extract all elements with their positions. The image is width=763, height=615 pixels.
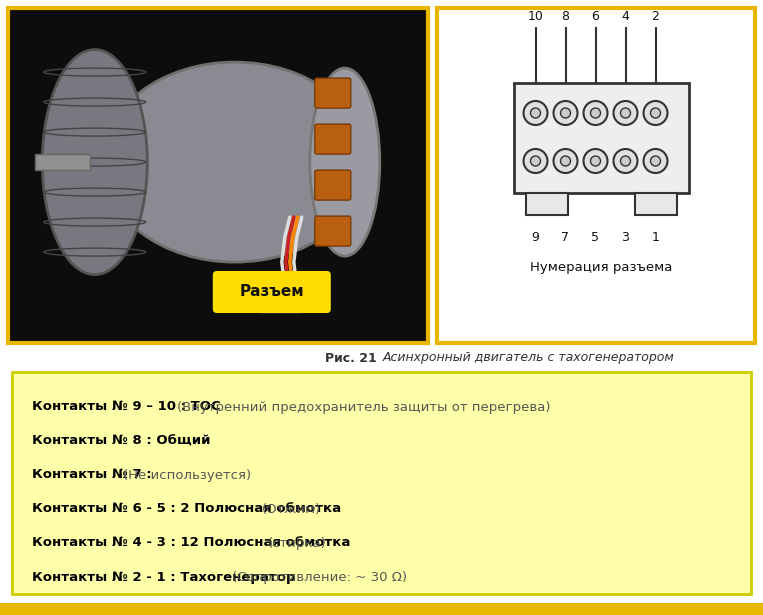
Text: 1: 1 <box>652 231 659 244</box>
Text: Контакты № 7 :: Контакты № 7 : <box>32 469 156 482</box>
Text: Разъем: Разъем <box>240 285 304 300</box>
Circle shape <box>613 149 638 173</box>
FancyBboxPatch shape <box>513 83 688 193</box>
Circle shape <box>523 101 548 125</box>
Circle shape <box>643 149 668 173</box>
Text: Асинхронный двигатель с тахогенератором: Асинхронный двигатель с тахогенератором <box>383 352 674 365</box>
Circle shape <box>553 101 578 125</box>
FancyBboxPatch shape <box>0 603 763 615</box>
FancyBboxPatch shape <box>315 216 351 246</box>
Circle shape <box>643 101 668 125</box>
FancyBboxPatch shape <box>437 8 755 343</box>
Text: Контакты № 6 - 5 : 2 Полюсная обмотка: Контакты № 6 - 5 : 2 Полюсная обмотка <box>32 502 346 515</box>
Circle shape <box>651 108 661 118</box>
Circle shape <box>584 101 607 125</box>
Text: Контакты № 2 - 1 : Тахогенератор: Контакты № 2 - 1 : Тахогенератор <box>32 571 300 584</box>
Text: (Не используется): (Не используется) <box>123 469 251 482</box>
FancyBboxPatch shape <box>12 372 751 594</box>
Text: 6: 6 <box>591 10 600 23</box>
Circle shape <box>561 108 571 118</box>
Circle shape <box>523 149 548 173</box>
Circle shape <box>584 149 607 173</box>
Circle shape <box>591 108 600 118</box>
Text: Контакты № 4 - 3 : 12 Полюсная обмотка: Контакты № 4 - 3 : 12 Полюсная обмотка <box>32 536 355 549</box>
Text: 8: 8 <box>562 10 569 23</box>
Text: 3: 3 <box>622 231 629 244</box>
FancyBboxPatch shape <box>315 124 351 154</box>
Circle shape <box>561 156 571 166</box>
Text: Контакты № 8 : Общий: Контакты № 8 : Общий <box>32 435 211 448</box>
Polygon shape <box>246 275 282 310</box>
Text: Контакты № 9 – 10 : ТОС: Контакты № 9 – 10 : ТОС <box>32 400 225 413</box>
Circle shape <box>530 156 540 166</box>
FancyBboxPatch shape <box>213 271 331 313</box>
Text: 2: 2 <box>652 10 659 23</box>
Text: 9: 9 <box>532 231 539 244</box>
Circle shape <box>620 108 630 118</box>
Text: (Сопротивление: ~ 30 Ω): (Сопротивление: ~ 30 Ω) <box>232 571 407 584</box>
Text: 10: 10 <box>527 10 543 23</box>
FancyBboxPatch shape <box>635 193 677 215</box>
Text: (Внутренний предохранитель защиты от перегрева): (Внутренний предохранитель защиты от пер… <box>177 400 551 413</box>
Text: 7: 7 <box>562 231 569 244</box>
FancyBboxPatch shape <box>315 170 351 200</box>
Ellipse shape <box>42 50 147 275</box>
Text: (стирка): (стирка) <box>268 536 327 549</box>
Text: (Отжим): (Отжим) <box>262 502 321 515</box>
Circle shape <box>613 101 638 125</box>
FancyBboxPatch shape <box>8 8 428 343</box>
Circle shape <box>620 156 630 166</box>
Text: 5: 5 <box>591 231 600 244</box>
Circle shape <box>530 108 540 118</box>
Text: 4: 4 <box>622 10 629 23</box>
FancyBboxPatch shape <box>526 193 568 215</box>
FancyBboxPatch shape <box>35 154 90 170</box>
Ellipse shape <box>310 68 380 256</box>
Circle shape <box>591 156 600 166</box>
FancyBboxPatch shape <box>259 280 304 312</box>
Text: Нумерация разъема: Нумерация разъема <box>530 261 672 274</box>
Text: Рис. 21: Рис. 21 <box>325 352 381 365</box>
Circle shape <box>651 156 661 166</box>
Ellipse shape <box>102 62 367 262</box>
Circle shape <box>553 149 578 173</box>
FancyBboxPatch shape <box>315 78 351 108</box>
